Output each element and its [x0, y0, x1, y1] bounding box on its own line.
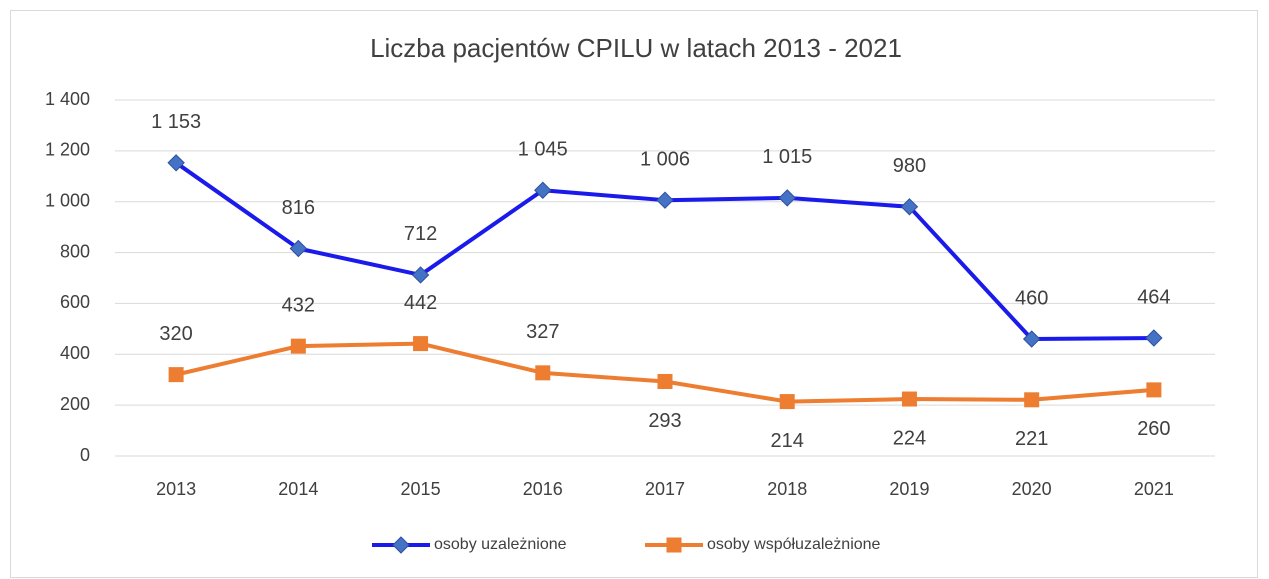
point [290, 338, 306, 354]
data-label: 214 [771, 430, 804, 452]
y-tick-label: 1 200 [45, 140, 90, 160]
point [411, 266, 430, 284]
legend-marker [392, 536, 410, 554]
chart-title: Liczba pacjentów CPILU w latach 2013 - 2… [370, 33, 902, 63]
y-tick-label: 200 [60, 394, 90, 414]
data-label: 1 153 [151, 111, 201, 133]
legend-label: osoby uzależnione [434, 536, 567, 553]
point [1022, 330, 1041, 348]
chart-border [10, 10, 1258, 578]
x-tick-label: 2013 [156, 479, 196, 499]
data-label: 293 [648, 410, 681, 432]
point [289, 239, 308, 258]
data-label: 442 [404, 292, 437, 314]
y-tick-label: 0 [80, 445, 90, 465]
x-tick-label: 2015 [401, 479, 441, 499]
y-tick-label: 600 [60, 292, 90, 312]
point [168, 367, 184, 383]
data-label: 224 [893, 427, 926, 449]
x-tick-label: 2017 [645, 479, 685, 499]
legend-marker [666, 537, 682, 553]
data-label: 460 [1015, 287, 1048, 309]
point [656, 191, 674, 209]
point [1145, 329, 1163, 347]
data-label: 980 [893, 155, 926, 177]
data-label: 1 045 [518, 139, 568, 161]
point [779, 394, 795, 410]
data-label: 464 [1137, 286, 1170, 308]
point [534, 181, 552, 199]
point [901, 391, 917, 407]
x-tick-label: 2018 [767, 479, 807, 499]
data-label: 432 [282, 294, 315, 316]
data-label: 260 [1137, 418, 1170, 440]
data-label: 816 [282, 197, 315, 219]
point [657, 373, 673, 389]
point [167, 154, 185, 172]
data-label: 320 [159, 323, 192, 345]
y-tick-label: 800 [60, 241, 90, 261]
point [535, 365, 551, 381]
data-label: 712 [404, 223, 437, 245]
x-tick-label: 2020 [1012, 479, 1052, 499]
y-tick-label: 1 000 [45, 190, 90, 210]
point [1146, 382, 1162, 398]
point [1024, 392, 1040, 408]
y-tick-label: 400 [60, 343, 90, 363]
y-tick-label: 1 400 [45, 89, 90, 109]
data-label: 327 [526, 321, 559, 343]
data-label: 221 [1015, 428, 1048, 450]
x-tick-label: 2021 [1134, 479, 1174, 499]
x-tick-label: 2014 [278, 479, 318, 499]
point [778, 189, 796, 207]
point [900, 198, 919, 216]
x-tick-label: 2016 [523, 479, 563, 499]
point [413, 336, 429, 352]
data-label: 1 006 [640, 148, 690, 170]
x-tick-label: 2019 [889, 479, 929, 499]
data-label: 1 015 [762, 146, 812, 168]
legend-label: osoby współuzależnione [707, 536, 881, 553]
